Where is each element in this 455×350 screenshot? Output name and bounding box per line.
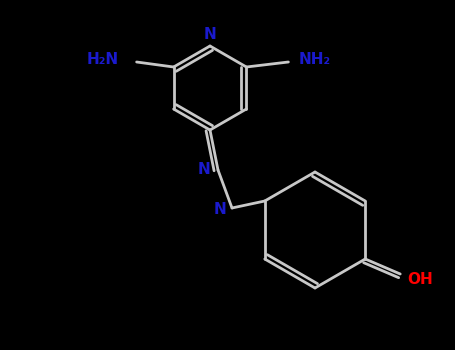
Text: N: N [197, 162, 210, 177]
Text: H₂N: H₂N [86, 51, 119, 66]
Text: N: N [204, 27, 217, 42]
Text: NH₂: NH₂ [298, 51, 330, 66]
Text: OH: OH [407, 272, 433, 287]
Text: N: N [213, 203, 226, 217]
